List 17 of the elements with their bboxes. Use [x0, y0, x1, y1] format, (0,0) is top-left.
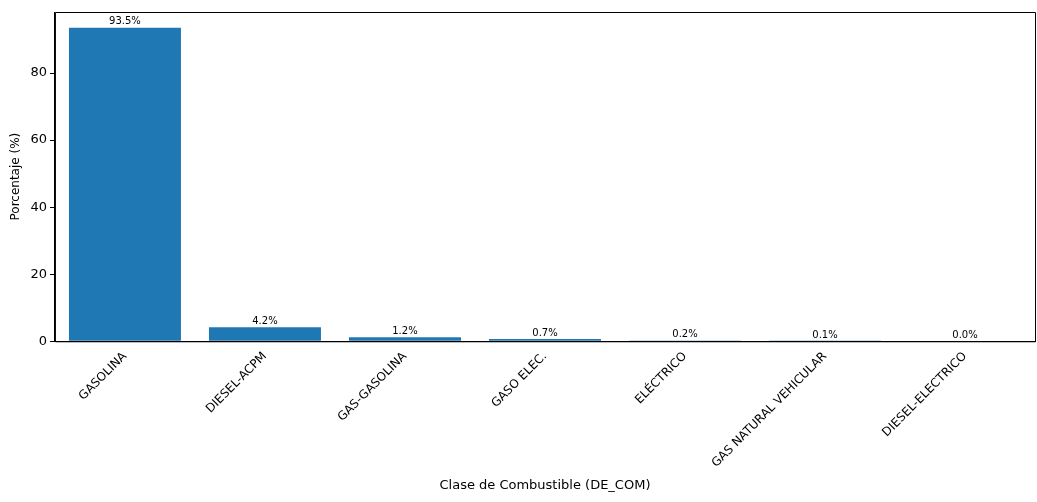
data-label: 0.1%	[812, 328, 838, 340]
data-label: 93.5%	[109, 15, 141, 27]
bar	[348, 337, 461, 341]
y-axis-title: Porcentaje (%)	[8, 132, 23, 221]
y-tick-label: 40	[30, 198, 47, 214]
y-tick-label: 80	[30, 64, 47, 80]
data-label: 1.2%	[392, 324, 418, 336]
data-label: 4.2%	[252, 314, 278, 326]
data-label: 0.7%	[532, 326, 558, 338]
bar	[208, 327, 321, 341]
x-axis-title: Clase de Combustible (DE_COM)	[439, 476, 651, 492]
bar	[68, 27, 181, 341]
data-label: 0.2%	[672, 328, 698, 340]
y-tick-label: 20	[30, 265, 47, 281]
y-tick-label: 60	[30, 131, 47, 147]
y-tick-label: 0	[38, 332, 47, 348]
data-label: 0.0%	[952, 328, 978, 340]
